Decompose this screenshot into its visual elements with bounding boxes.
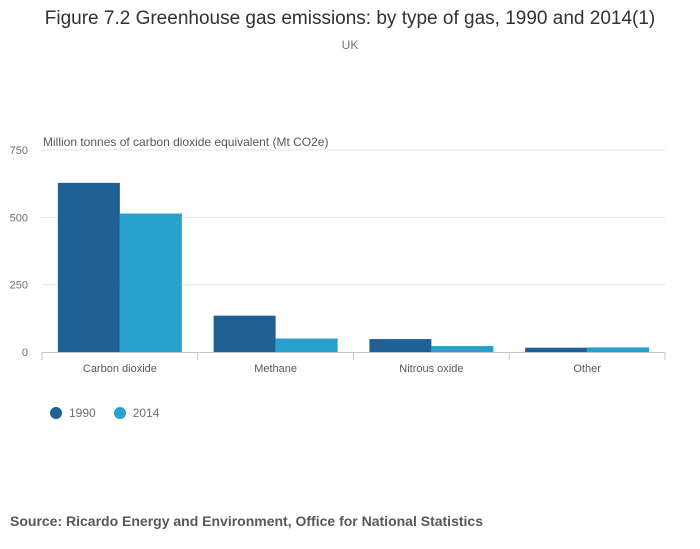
y-tick-label: 0 xyxy=(22,347,28,359)
bar-1990-other xyxy=(525,347,588,352)
chart-title: Figure 7.2 Greenhouse gas emissions: by … xyxy=(44,8,656,29)
source-note: Source: Ricardo Energy and Environment, … xyxy=(10,513,483,529)
legend-label-1990: 1990 xyxy=(69,406,96,420)
chart-subtitle: UK xyxy=(341,38,359,52)
legend: 1990 2014 xyxy=(50,406,159,420)
bar-2014-nitrous-oxide xyxy=(431,346,494,352)
y-tick-label: 250 xyxy=(10,280,28,292)
legend-label-2014: 2014 xyxy=(132,406,160,420)
legend-swatch-1990 xyxy=(50,407,62,419)
bar-2014-carbon-dioxide xyxy=(119,213,182,352)
legend-swatch-2014 xyxy=(113,407,126,419)
y-tick-label: 750 xyxy=(10,145,28,157)
x-tick-label: Other xyxy=(573,363,601,375)
bar-2014-methane xyxy=(275,338,338,352)
bar-1990-carbon-dioxide xyxy=(57,182,120,352)
x-tick-label: Nitrous oxide xyxy=(399,363,463,375)
x-tick-label: Methane xyxy=(254,363,297,375)
legend-item-1990: 1990 xyxy=(50,406,96,420)
bar-1990-methane xyxy=(213,315,276,352)
bar-2014-other xyxy=(587,347,650,352)
x-tick-label: Carbon dioxide xyxy=(83,363,157,375)
bar-1990-nitrous-oxide xyxy=(369,339,432,352)
legend-item-2014: 2014 xyxy=(113,406,160,420)
y-axis-label: Million tonnes of carbon dioxide equival… xyxy=(43,135,328,149)
y-tick-label: 500 xyxy=(10,212,28,224)
